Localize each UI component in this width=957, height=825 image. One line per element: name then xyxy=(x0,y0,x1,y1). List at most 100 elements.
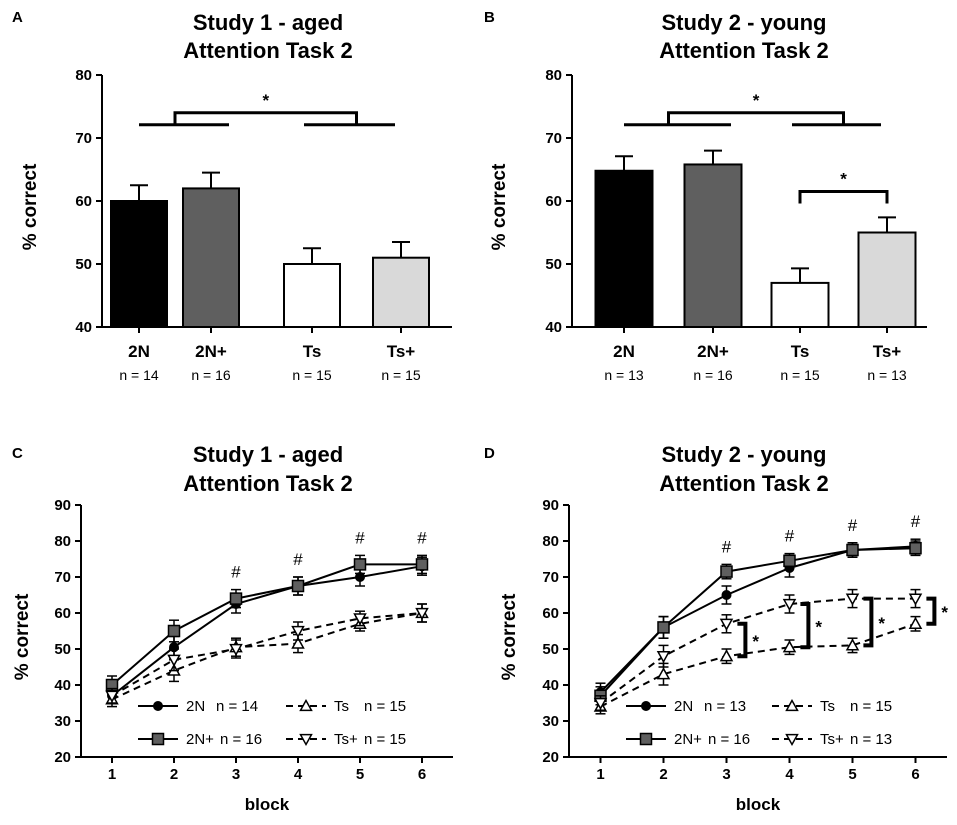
category-label: 2N+ xyxy=(195,342,227,361)
n-label: n = 16 xyxy=(693,367,733,383)
legend-marker xyxy=(639,732,653,746)
hash-mark: # xyxy=(785,527,795,546)
x-tick-label: 4 xyxy=(294,766,303,783)
series-line xyxy=(111,563,422,686)
data-point xyxy=(593,697,608,711)
chart-subtitle: Attention Task 2 xyxy=(183,471,353,496)
panel-letter: C xyxy=(12,445,23,462)
panel-letter: A xyxy=(12,9,23,26)
data-point xyxy=(656,667,671,680)
y-axis-label: % correct xyxy=(489,163,510,250)
series-2N+ xyxy=(594,540,922,706)
x-tick-label: 2 xyxy=(659,766,667,783)
data-point xyxy=(909,541,922,555)
hash-mark: # xyxy=(722,537,732,556)
series-Ts+ xyxy=(105,603,429,704)
y-tick-label: 20 xyxy=(542,749,559,766)
n-label: n = 16 xyxy=(191,367,231,383)
chart-title: Study 2 - young xyxy=(662,10,827,35)
y-tick-label: 40 xyxy=(54,677,71,694)
series-line xyxy=(599,545,916,693)
y-tick-label: 90 xyxy=(54,497,71,514)
data-point xyxy=(845,593,860,606)
category-label: Ts xyxy=(303,342,322,361)
y-tick-label: 40 xyxy=(542,677,559,694)
bar-Ts xyxy=(283,263,341,328)
data-point xyxy=(782,640,797,653)
y-tick-label: 20 xyxy=(54,749,71,766)
chart-title: Study 2 - young xyxy=(662,442,827,467)
legend: 2N n = 14 Ts n = 15 2N+ n = 16 Ts+ n = 15 xyxy=(138,698,406,748)
significance-star: * xyxy=(752,632,759,651)
legend-name: Ts+ xyxy=(334,731,358,748)
panel-c: C Study 1 - aged Attention Task 2 20 30 40 50 6… xyxy=(12,442,453,814)
panel-a: A Study 1 - aged Attention Task 2 40 50 60 70 8… xyxy=(12,9,452,383)
significance-star: * xyxy=(941,603,948,622)
significance-bracket xyxy=(667,111,845,125)
y-tick-label: 90 xyxy=(542,497,559,514)
panel-b: B Study 2 - young Attention Task 2 40 50 60 70… xyxy=(484,9,927,383)
data-point xyxy=(720,565,733,578)
y-tick-label: 30 xyxy=(54,713,71,730)
legend-n: n = 15 xyxy=(850,698,892,715)
hash-mark: # xyxy=(231,563,241,582)
panel-letter: D xyxy=(484,445,495,462)
data-point xyxy=(415,607,429,621)
data-point xyxy=(291,625,305,639)
legend-marker xyxy=(641,701,651,711)
significance-bracket xyxy=(863,596,874,648)
n-label: n = 15 xyxy=(780,367,820,383)
legend-marker xyxy=(785,733,799,747)
y-tick-label: 50 xyxy=(545,256,562,273)
bar-2N+ xyxy=(683,163,743,328)
legend-marker xyxy=(785,698,799,712)
legend-marker xyxy=(151,732,165,746)
significance-star: * xyxy=(878,614,885,633)
data-point xyxy=(167,624,181,638)
data-point xyxy=(291,579,305,593)
x-tick-label: 4 xyxy=(785,766,794,783)
legend-name: 2N+ xyxy=(186,731,214,748)
y-tick-label: 60 xyxy=(54,605,71,622)
data-point xyxy=(353,613,367,626)
data-point xyxy=(782,598,797,612)
y-tick-label: 50 xyxy=(542,641,559,658)
data-point xyxy=(721,590,732,600)
category-label: 2N+ xyxy=(697,342,729,361)
series-line xyxy=(111,612,423,697)
data-point xyxy=(783,554,796,568)
series-line xyxy=(600,622,916,708)
legend-n: n = 15 xyxy=(364,731,406,748)
y-tick-label: 80 xyxy=(75,67,92,84)
hash-mark: # xyxy=(417,528,427,547)
series-2N xyxy=(107,556,427,704)
legend-name: Ts xyxy=(820,698,835,715)
significance-bracket xyxy=(737,621,748,659)
data-point xyxy=(845,638,860,651)
data-point xyxy=(846,543,859,557)
bar-2N xyxy=(110,200,168,328)
series-Ts xyxy=(593,615,923,715)
series-line xyxy=(111,565,423,697)
significance-star: * xyxy=(753,91,760,110)
chart-subtitle: Attention Task 2 xyxy=(659,38,829,63)
legend-n: n = 15 xyxy=(364,698,406,715)
y-tick-label: 60 xyxy=(545,193,562,210)
hash-mark: # xyxy=(911,512,921,531)
y-tick-label: 70 xyxy=(75,130,92,147)
data-point xyxy=(229,592,243,605)
x-tick-label: 3 xyxy=(722,766,730,783)
significance-bracket xyxy=(800,602,811,650)
series-Ts+ xyxy=(593,588,923,711)
significance-bracket xyxy=(173,111,358,125)
data-point xyxy=(229,643,243,657)
y-tick-label: 80 xyxy=(545,67,562,84)
legend: 2N n = 13 Ts n = 15 2N+ n = 16 Ts+ n = 13 xyxy=(626,698,892,748)
x-tick-label: 2 xyxy=(170,766,178,783)
legend-name: 2N xyxy=(674,698,693,715)
legend-name: Ts+ xyxy=(820,731,844,748)
legend-n: n = 16 xyxy=(220,731,262,748)
legend-name: 2N xyxy=(186,698,205,715)
legend-marker xyxy=(299,698,313,712)
legend-n: n = 14 xyxy=(216,698,258,715)
